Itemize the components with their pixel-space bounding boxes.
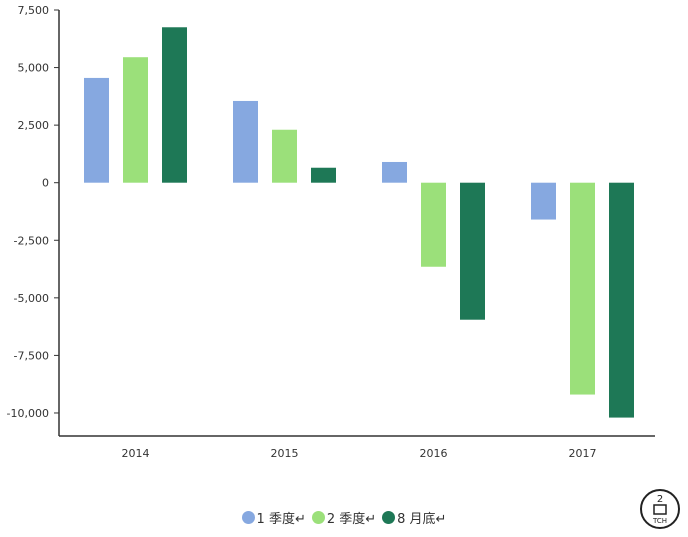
bar[interactable] — [84, 77, 109, 183]
y-tick-label: 7,500 — [18, 4, 50, 17]
legend-item[interactable]: 1 季度↵ — [241, 508, 306, 527]
x-tick-label: 2017 — [569, 447, 597, 460]
x-tick-label: 2014 — [122, 447, 150, 460]
x-tick-label: 2015 — [271, 447, 299, 460]
y-tick-label: -5,000 — [14, 292, 49, 305]
stamp-logo-icon: 2 TCH — [640, 489, 680, 529]
x-axis-ticks: 2014 2015 2016 2017 — [122, 447, 597, 460]
bars — [84, 27, 634, 418]
legend-swatch — [241, 510, 255, 524]
bar[interactable] — [382, 161, 407, 183]
x-tick-label: 2016 — [420, 447, 448, 460]
legend-label: 1 季度↵ — [256, 511, 306, 527]
svg-text:TCH: TCH — [652, 517, 667, 525]
legend: 1 季度↵ 2 季度↵ 8 月底↵ — [0, 507, 688, 527]
y-tick-label: -10,000 — [7, 407, 49, 420]
bar[interactable] — [531, 182, 556, 220]
bar[interactable] — [272, 129, 297, 183]
bar[interactable] — [460, 182, 485, 320]
y-tick-label: 5,000 — [18, 62, 50, 75]
legend-swatch — [311, 510, 325, 524]
y-tick-label: -2,500 — [14, 234, 49, 247]
y-tick-label: 0 — [42, 177, 49, 190]
legend-swatch — [382, 510, 396, 524]
bar[interactable] — [233, 100, 258, 183]
y-tick-label: -7,500 — [14, 349, 49, 362]
bar[interactable] — [162, 27, 187, 183]
bar[interactable] — [421, 182, 446, 267]
legend-item[interactable]: 2 季度↵ — [311, 508, 377, 527]
bar[interactable] — [311, 167, 336, 183]
legend-label: 8 月底↵ — [397, 511, 447, 527]
svg-text:2: 2 — [657, 494, 663, 505]
bar[interactable] — [570, 182, 595, 395]
bar[interactable] — [123, 57, 148, 183]
legend-item[interactable]: 8 月底↵ — [382, 508, 446, 527]
bar[interactable] — [609, 182, 634, 418]
y-tick-label: 2,500 — [18, 119, 50, 132]
y-axis-ticks: 7,500 5,000 2,500 0 -2,500 -5,000 -7,500 -10,00… — [7, 4, 59, 420]
legend-label: 2 季度↵ — [326, 511, 377, 527]
